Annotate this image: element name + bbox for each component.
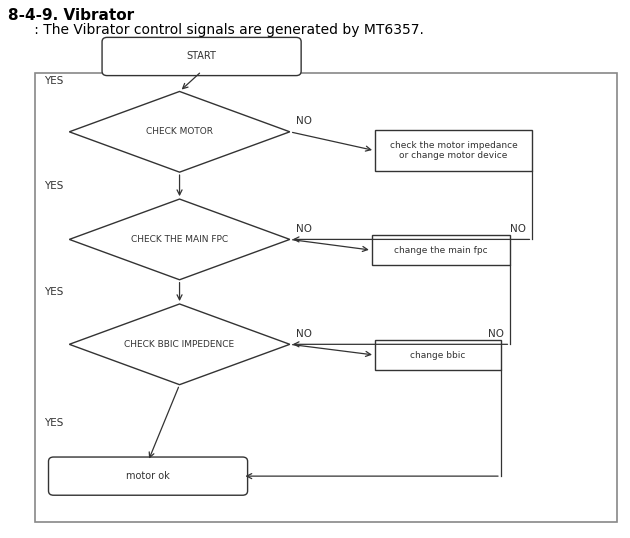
Text: CHECK BBIC IMPEDENCE: CHECK BBIC IMPEDENCE <box>125 340 234 349</box>
Text: 8-4-9. Vibrator: 8-4-9. Vibrator <box>8 8 134 23</box>
Text: YES: YES <box>43 287 63 297</box>
Text: NO: NO <box>488 329 504 339</box>
Text: NO: NO <box>296 329 312 339</box>
Text: NO: NO <box>296 224 312 234</box>
Text: CHECK MOTOR: CHECK MOTOR <box>146 128 213 136</box>
Text: CHECK THE MAIN FPC: CHECK THE MAIN FPC <box>131 235 228 244</box>
Polygon shape <box>69 199 290 280</box>
Text: check the motor impedance
or change motor device: check the motor impedance or change moto… <box>390 141 517 160</box>
Text: YES: YES <box>43 76 63 87</box>
Polygon shape <box>69 304 290 385</box>
Polygon shape <box>69 91 290 172</box>
Text: YES: YES <box>43 181 63 190</box>
FancyBboxPatch shape <box>35 73 617 522</box>
Text: : The Vibrator control signals are generated by MT6357.: : The Vibrator control signals are gener… <box>8 23 424 37</box>
Text: change the main fpc: change the main fpc <box>394 246 488 254</box>
FancyBboxPatch shape <box>375 341 501 370</box>
Text: change bbic: change bbic <box>410 351 466 359</box>
FancyBboxPatch shape <box>49 457 248 495</box>
FancyBboxPatch shape <box>372 235 510 265</box>
Text: START: START <box>186 52 217 61</box>
Text: YES: YES <box>43 418 63 428</box>
Text: NO: NO <box>510 224 526 234</box>
FancyBboxPatch shape <box>375 131 532 171</box>
Text: motor ok: motor ok <box>126 471 170 481</box>
FancyBboxPatch shape <box>102 38 301 76</box>
Text: NO: NO <box>296 116 312 126</box>
